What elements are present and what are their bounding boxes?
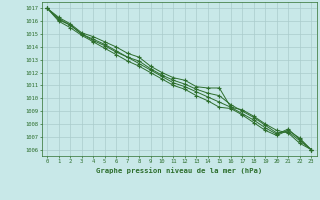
X-axis label: Graphe pression niveau de la mer (hPa): Graphe pression niveau de la mer (hPa) [96, 167, 262, 174]
